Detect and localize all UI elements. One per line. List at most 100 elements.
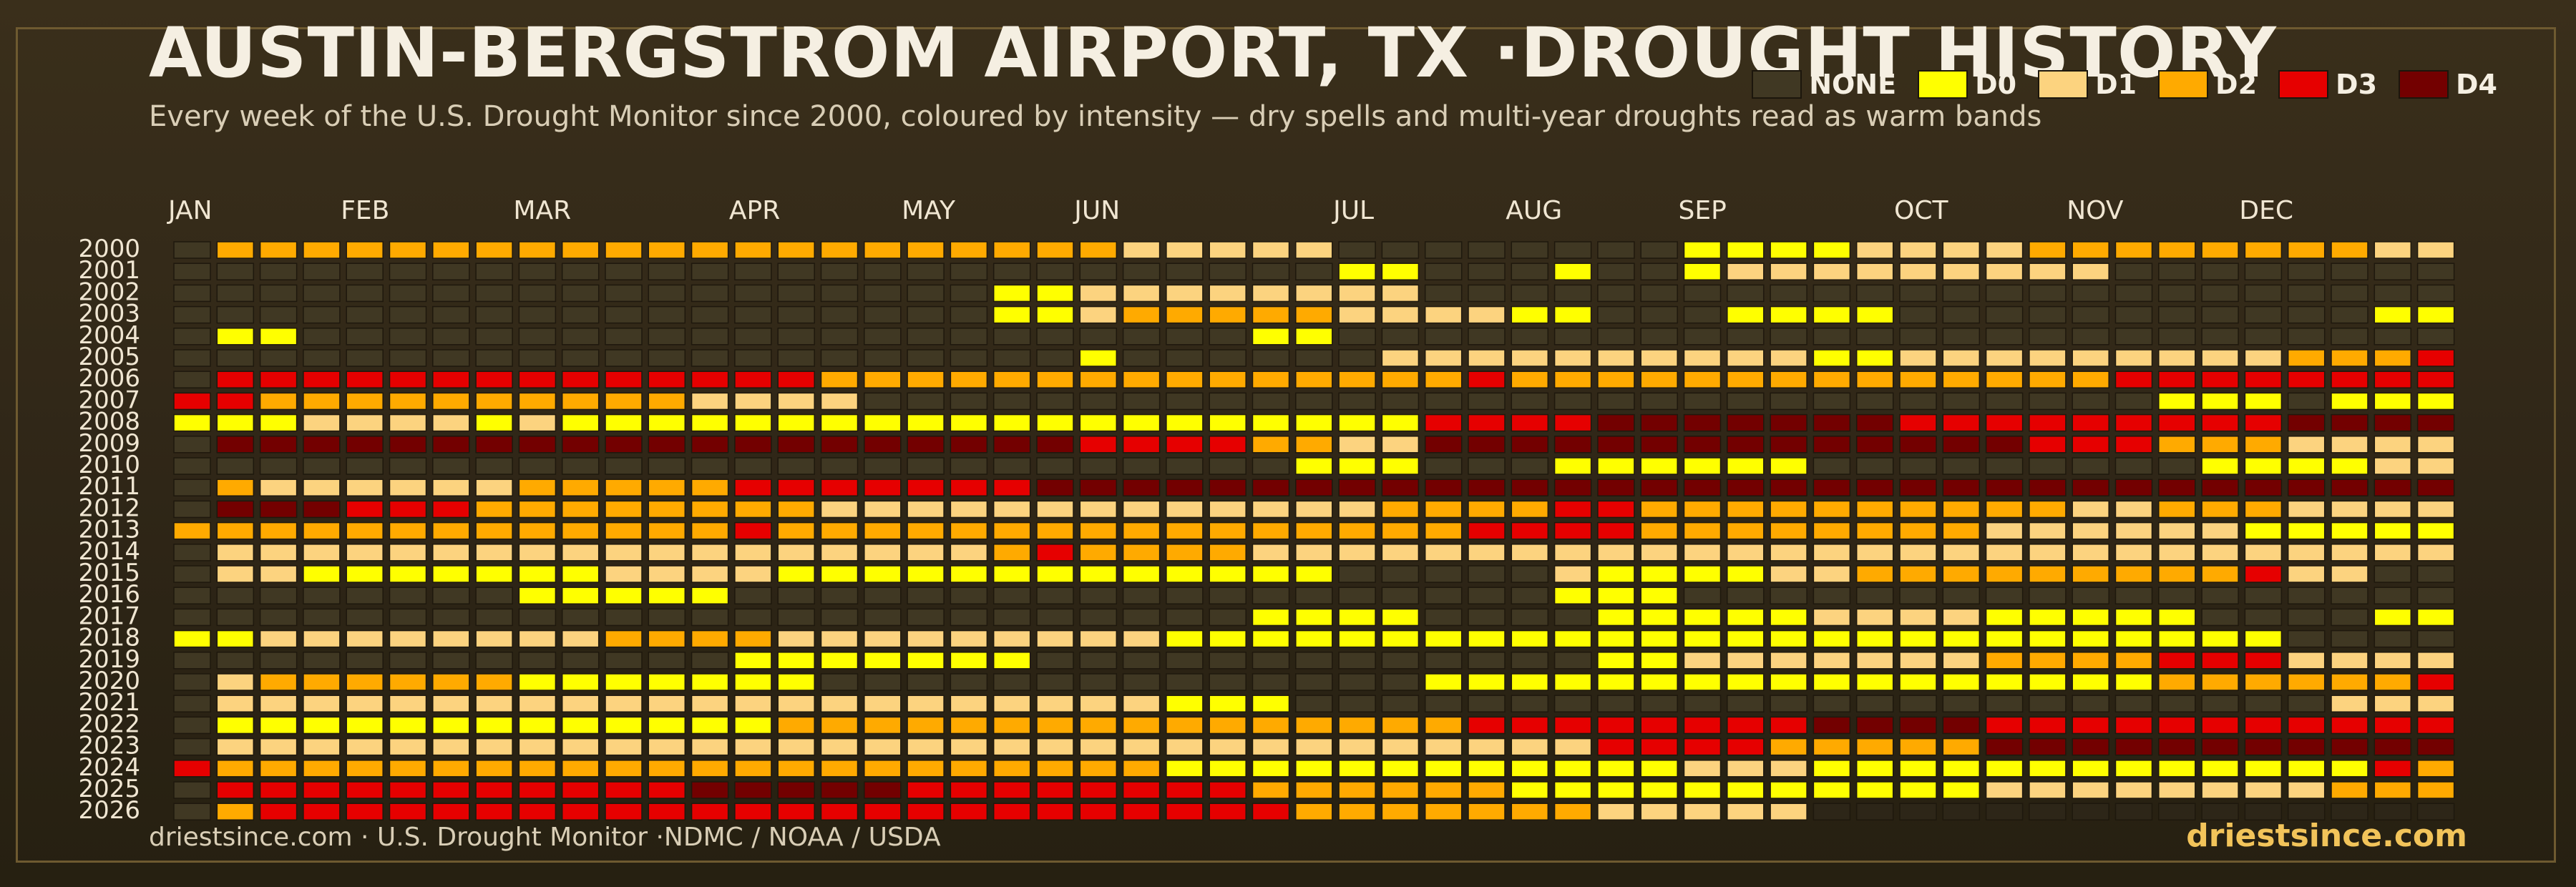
heatmap-cell bbox=[1468, 695, 1506, 712]
heatmap-cell bbox=[346, 781, 384, 799]
heatmap-cell bbox=[2373, 803, 2412, 820]
heatmap-cell bbox=[820, 349, 859, 367]
heatmap-cell bbox=[1511, 392, 1549, 411]
heatmap-cell bbox=[259, 328, 298, 346]
heatmap-cell bbox=[907, 263, 945, 280]
heatmap-cell bbox=[303, 521, 341, 540]
heatmap-cell bbox=[1209, 349, 1246, 367]
heatmap-cell bbox=[1252, 803, 1290, 820]
heatmap-cell bbox=[1166, 695, 1204, 712]
heatmap-cell bbox=[518, 263, 557, 280]
heatmap-cell bbox=[173, 803, 211, 820]
heatmap-cell bbox=[1727, 608, 1765, 627]
heatmap-cell bbox=[1079, 803, 1118, 820]
heatmap-cell bbox=[950, 565, 988, 583]
heatmap-cell bbox=[1683, 652, 1722, 670]
heatmap-cell bbox=[2244, 760, 2283, 778]
heatmap-cell bbox=[950, 436, 988, 454]
heatmap-cell bbox=[561, 652, 600, 670]
heatmap-cell bbox=[734, 803, 772, 820]
heatmap-cell bbox=[2201, 305, 2239, 324]
heatmap-cell bbox=[1942, 652, 1981, 670]
heatmap-cell bbox=[303, 328, 341, 346]
heatmap-cell bbox=[1468, 392, 1506, 411]
heatmap-cell bbox=[1813, 436, 1851, 454]
heatmap-cell bbox=[907, 371, 945, 388]
heatmap-cell bbox=[1295, 457, 1333, 475]
heatmap-cell bbox=[1036, 629, 1074, 648]
heatmap-cell bbox=[1295, 544, 1333, 562]
heatmap-cell bbox=[1985, 760, 2024, 778]
heatmap-cell bbox=[2201, 673, 2239, 691]
heatmap-cell bbox=[734, 608, 772, 627]
heatmap-cell bbox=[389, 349, 427, 367]
heatmap-cell bbox=[173, 413, 211, 432]
footer-source: driestsince.com · U.S. Drought Monitor ·… bbox=[149, 823, 941, 852]
year-label: 2000 bbox=[78, 235, 140, 263]
heatmap-cell bbox=[1209, 716, 1246, 735]
heatmap-cell bbox=[303, 760, 341, 778]
heatmap-cell bbox=[734, 349, 772, 367]
heatmap-cell bbox=[1468, 413, 1506, 432]
heatmap-cell bbox=[1899, 241, 1937, 259]
heatmap-cell bbox=[1770, 328, 1807, 346]
heatmap-cell bbox=[1683, 263, 1722, 280]
heatmap-cell bbox=[1252, 305, 1290, 324]
heatmap-cell bbox=[303, 371, 341, 388]
heatmap-cell bbox=[1597, 544, 1635, 562]
heatmap-cell bbox=[2373, 781, 2412, 799]
heatmap-cell bbox=[1036, 479, 1074, 496]
heatmap-cell bbox=[1381, 803, 1420, 820]
legend-label-d1: D1 bbox=[2095, 69, 2137, 100]
heatmap-cell bbox=[2072, 328, 2109, 346]
heatmap-cell bbox=[2373, 479, 2412, 496]
heatmap-cell bbox=[1295, 716, 1333, 735]
heatmap-cell bbox=[1122, 737, 1161, 756]
heatmap-cell bbox=[432, 587, 470, 604]
heatmap-cell bbox=[1079, 241, 1118, 259]
heatmap-cell bbox=[389, 544, 427, 562]
heatmap-cell bbox=[432, 737, 470, 756]
heatmap-cell bbox=[1079, 673, 1118, 691]
heatmap-cell bbox=[2114, 305, 2153, 324]
heatmap-cell bbox=[2416, 695, 2455, 712]
heatmap-cell bbox=[432, 521, 470, 540]
heatmap-cell bbox=[1553, 803, 1592, 820]
heatmap-cell bbox=[2373, 716, 2412, 735]
heatmap-cell bbox=[346, 587, 384, 604]
heatmap-cell bbox=[475, 608, 513, 627]
heatmap-cell bbox=[2158, 241, 2196, 259]
heatmap-cell bbox=[1122, 436, 1161, 454]
heatmap-cell bbox=[173, 608, 211, 627]
heatmap-cell bbox=[475, 479, 513, 496]
heatmap-cell bbox=[259, 565, 298, 583]
heatmap-cell bbox=[518, 413, 557, 432]
heatmap-cell bbox=[820, 781, 859, 799]
heatmap-cell bbox=[1899, 587, 1937, 604]
heatmap-cell bbox=[1511, 263, 1549, 280]
heatmap-cell bbox=[2287, 673, 2326, 691]
heatmap-cell bbox=[2331, 544, 2368, 562]
heatmap-cell bbox=[2158, 652, 2196, 670]
heatmap-cell bbox=[303, 284, 341, 303]
heatmap-cell bbox=[691, 608, 729, 627]
heatmap-cell bbox=[2331, 263, 2368, 280]
heatmap-cell bbox=[648, 565, 686, 583]
heatmap-cell bbox=[950, 371, 988, 388]
year-label: 2025 bbox=[78, 775, 140, 803]
heatmap-cell bbox=[216, 305, 255, 324]
heatmap-cell bbox=[475, 457, 513, 475]
heatmap-cell bbox=[1209, 673, 1246, 691]
heatmap-cell bbox=[950, 500, 988, 519]
heatmap-cell bbox=[1252, 544, 1290, 562]
heatmap-cell bbox=[2072, 263, 2109, 280]
heatmap-cell bbox=[475, 565, 513, 583]
heatmap-cell bbox=[1985, 479, 2024, 496]
heatmap-cell bbox=[475, 241, 513, 259]
heatmap-cell bbox=[1295, 371, 1333, 388]
heatmap-cell bbox=[777, 413, 815, 432]
heatmap-cell bbox=[1252, 457, 1290, 475]
heatmap-cell bbox=[605, 500, 643, 519]
heatmap-cell bbox=[820, 565, 859, 583]
heatmap-cell bbox=[691, 760, 729, 778]
